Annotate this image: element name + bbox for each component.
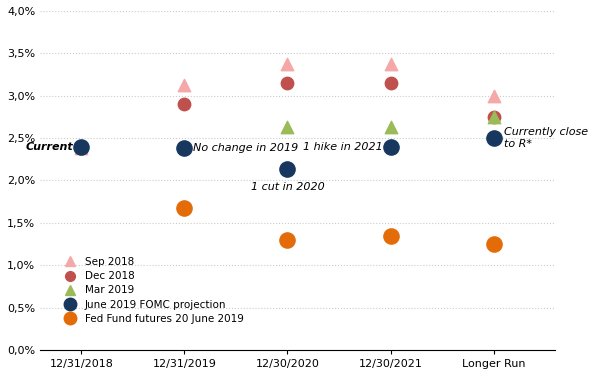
Text: Current: Current [25,142,73,152]
Text: 1 cut in 2020: 1 cut in 2020 [251,182,325,192]
Sep 2018 [489,93,499,99]
Dec 2018 [489,114,499,120]
Text: Currently close
to R*: Currently close to R* [504,127,588,149]
Dec 2018 [386,80,395,86]
Sep 2018 [386,61,395,67]
Fed Fund futures 20 June 2019 [489,241,499,247]
Legend: Sep 2018, Dec 2018, Mar 2019, June 2019 FOMC projection, Fed Fund futures 20 Jun: Sep 2018, Dec 2018, Mar 2019, June 2019 … [56,253,248,328]
June 2019 FOMC projection [489,135,499,141]
Mar 2019 [489,114,499,120]
Dec 2018 [76,144,86,150]
June 2019 FOMC projection [386,144,395,150]
Fed Fund futures 20 June 2019 [386,233,395,239]
June 2019 FOMC projection [283,167,292,173]
Sep 2018 [76,145,86,151]
Sep 2018 [283,61,292,67]
Sep 2018 [179,82,189,88]
Mar 2019 [386,124,395,130]
Text: No change in 2019: No change in 2019 [193,143,298,153]
June 2019 FOMC projection [76,144,86,150]
Fed Fund futures 20 June 2019 [283,237,292,243]
June 2019 FOMC projection [179,145,189,151]
Fed Fund futures 20 June 2019 [179,205,189,211]
Mar 2019 [283,124,292,130]
Dec 2018 [283,80,292,86]
Dec 2018 [179,101,189,107]
Text: 1 hike in 2021: 1 hike in 2021 [302,142,382,152]
